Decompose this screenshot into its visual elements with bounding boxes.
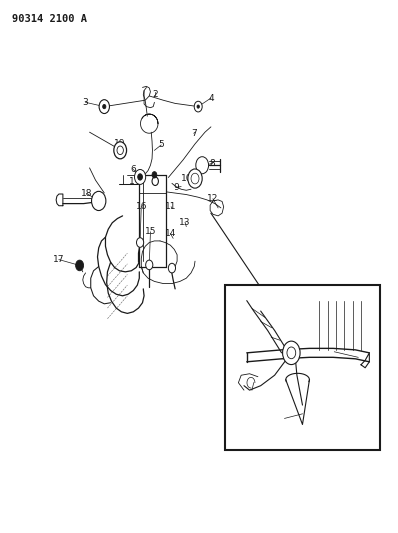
Text: 18: 18 <box>81 189 92 198</box>
Circle shape <box>188 169 202 188</box>
Text: 11: 11 <box>166 203 177 211</box>
Bar <box>225 285 380 450</box>
Text: 16: 16 <box>136 202 147 211</box>
Text: 12: 12 <box>207 195 219 203</box>
Circle shape <box>283 341 300 365</box>
Text: 4: 4 <box>208 94 214 102</box>
Text: 9: 9 <box>173 183 179 192</box>
Circle shape <box>196 157 209 174</box>
Circle shape <box>99 100 109 114</box>
Circle shape <box>137 238 144 247</box>
Circle shape <box>197 105 199 108</box>
Text: 90314 2100 A: 90314 2100 A <box>12 14 87 23</box>
Text: 20: 20 <box>329 348 340 356</box>
Text: 5: 5 <box>158 141 164 149</box>
Circle shape <box>287 347 296 359</box>
Circle shape <box>135 169 146 184</box>
Text: 7: 7 <box>191 129 197 138</box>
Circle shape <box>152 172 157 178</box>
Circle shape <box>138 174 142 180</box>
Text: 10: 10 <box>181 174 193 183</box>
Text: 22: 22 <box>246 386 258 394</box>
Circle shape <box>194 101 202 112</box>
Text: 14: 14 <box>165 229 176 238</box>
Circle shape <box>168 263 176 273</box>
Text: 6: 6 <box>131 165 136 174</box>
Text: 3: 3 <box>83 98 88 107</box>
Text: 21: 21 <box>279 414 290 423</box>
Text: 1: 1 <box>129 177 134 185</box>
Text: 13: 13 <box>179 218 191 227</box>
Text: 15: 15 <box>145 228 156 236</box>
Circle shape <box>152 177 158 185</box>
Text: 2: 2 <box>152 91 158 99</box>
Circle shape <box>191 173 199 184</box>
Circle shape <box>114 142 127 159</box>
Circle shape <box>76 260 84 271</box>
Text: 17: 17 <box>53 255 64 264</box>
Circle shape <box>92 191 106 211</box>
Text: 8: 8 <box>210 159 215 168</box>
Circle shape <box>146 260 153 270</box>
Circle shape <box>117 146 123 155</box>
Circle shape <box>103 104 106 109</box>
Text: 19: 19 <box>115 140 126 148</box>
